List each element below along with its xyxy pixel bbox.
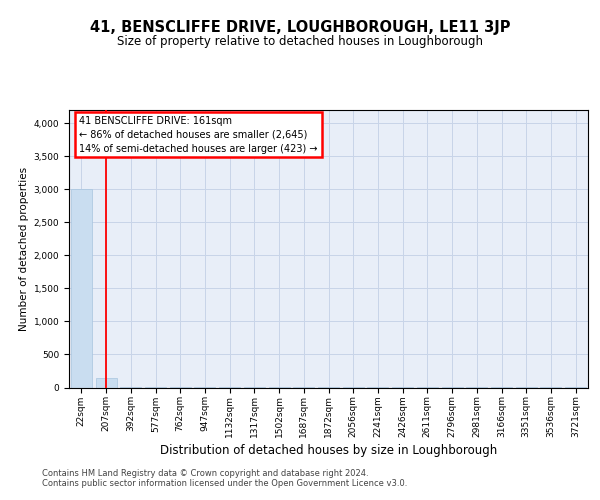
Text: Size of property relative to detached houses in Loughborough: Size of property relative to detached ho…: [117, 34, 483, 48]
Text: 41 BENSCLIFFE DRIVE: 161sqm
← 86% of detached houses are smaller (2,645)
14% of : 41 BENSCLIFFE DRIVE: 161sqm ← 86% of det…: [79, 116, 318, 154]
Bar: [71, 190, 92, 388]
Text: 41, BENSCLIFFE DRIVE, LOUGHBOROUGH, LE11 3JP: 41, BENSCLIFFE DRIVE, LOUGHBOROUGH, LE11…: [90, 20, 510, 35]
Bar: [95, 378, 116, 388]
X-axis label: Distribution of detached houses by size in Loughborough: Distribution of detached houses by size …: [160, 444, 497, 457]
Text: Contains HM Land Registry data © Crown copyright and database right 2024.: Contains HM Land Registry data © Crown c…: [42, 470, 368, 478]
Y-axis label: Number of detached properties: Number of detached properties: [19, 166, 29, 331]
Text: Contains public sector information licensed under the Open Government Licence v3: Contains public sector information licen…: [42, 479, 407, 488]
